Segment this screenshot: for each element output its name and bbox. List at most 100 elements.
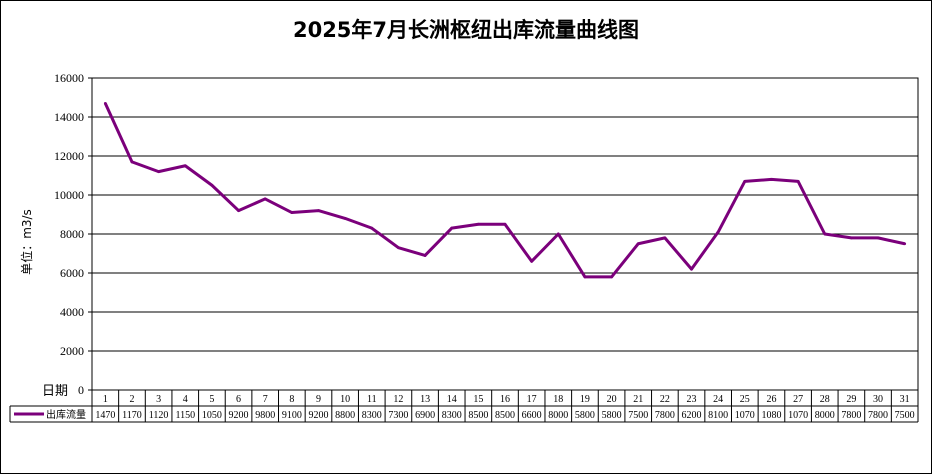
data-point <box>556 232 560 236</box>
data-point <box>796 179 800 183</box>
x-category-label: 29 <box>846 394 856 405</box>
table-value-cell: 1050 <box>202 410 222 421</box>
table-value-cell: 8000 <box>548 410 568 421</box>
data-point <box>636 242 640 246</box>
data-point <box>183 164 187 168</box>
table-value-cell: 9800 <box>255 410 275 421</box>
table-value-cell: 5800 <box>602 410 622 421</box>
y-tick-label: 12000 <box>54 149 84 163</box>
data-point <box>876 236 880 240</box>
data-point <box>397 246 400 250</box>
x-category-label: 8 <box>289 394 294 405</box>
table-value-cell: 7800 <box>868 410 888 421</box>
gridlines <box>88 77 919 391</box>
y-tick-label: 16000 <box>54 71 84 85</box>
table-value-cell: 7800 <box>655 410 675 421</box>
data-point <box>157 170 161 174</box>
table-value-cell: 9200 <box>308 410 328 421</box>
data-point <box>317 209 320 213</box>
table-value-cell: 9200 <box>229 410 249 421</box>
data-point <box>770 178 773 181</box>
data-point <box>450 226 454 230</box>
x-category-label: 13 <box>420 394 430 405</box>
data-point <box>849 236 853 240</box>
table-value-cell: 9100 <box>282 410 302 421</box>
table-value-cell: 1170 <box>122 410 142 421</box>
x-category-label: 21 <box>633 394 643 405</box>
data-point <box>530 259 534 263</box>
plot-border <box>91 77 919 391</box>
x-category-label: 25 <box>740 394 750 405</box>
y-tick-label: 14000 <box>54 110 84 124</box>
table-value-cell: 8100 <box>708 410 728 421</box>
y-tick-label: 0 <box>78 383 84 397</box>
x-category-label: 24 <box>713 394 723 405</box>
table-value-cell: 6200 <box>682 410 702 421</box>
data-point <box>290 211 294 214</box>
table-value-cell: 1150 <box>175 410 195 421</box>
data-point <box>716 230 720 234</box>
table-value-cell: 1070 <box>788 410 808 421</box>
table-value-cell: 8300 <box>362 410 382 421</box>
table-value-cell: 8000 <box>815 410 835 421</box>
table-value-cell: 1120 <box>149 410 169 421</box>
x-category-label: 16 <box>500 394 510 405</box>
table-value-cell: 5800 <box>575 410 595 421</box>
data-point <box>663 236 667 240</box>
data-point <box>103 101 107 105</box>
data-point <box>237 209 240 213</box>
chart-title: 2025年7月长洲枢纽出库流量曲线图 <box>292 18 640 42</box>
table-value-cell: 6900 <box>415 410 435 421</box>
data-point <box>503 222 507 226</box>
table-header-label: 日期 <box>42 384 68 399</box>
table-value-cell: 8500 <box>468 410 488 421</box>
y-tick-label: 2000 <box>60 344 84 358</box>
data-table: 日期 01 2 3 4 5 6 7 8 9 10 11 12 13 14 15 16 17 18 19 20 21 22 23… <box>9 383 919 423</box>
table-value-cell: 8300 <box>442 410 462 421</box>
y-tick-label: 4000 <box>60 305 84 319</box>
y-tick-labels: 2000 4000 6000 8000 10000 12000 14000 16000 <box>54 71 84 358</box>
data-point <box>610 275 613 279</box>
x-category-label: 22 <box>660 394 670 405</box>
table-value-cell: 7800 <box>841 410 861 421</box>
x-category-label: 19 <box>580 394 590 405</box>
x-category-label: 11 <box>367 394 377 405</box>
table-value-cell: 7500 <box>895 410 915 421</box>
legend-label: 出库流量 <box>46 408 86 421</box>
data-point <box>370 226 374 230</box>
x-category-label: 17 <box>527 394 537 405</box>
x-category-label: 4 <box>183 394 188 405</box>
x-category-label: 31 <box>900 394 910 405</box>
y-tick-label: 6000 <box>60 266 84 280</box>
table-value-cell: 8800 <box>335 410 355 421</box>
x-category-label: 28 <box>820 394 830 405</box>
table-value-cell: 8500 <box>495 410 515 421</box>
x-category-label: 6 <box>236 394 241 405</box>
table-value-cell: 1080 <box>761 410 781 421</box>
series-layer <box>103 101 907 279</box>
data-point <box>823 232 827 236</box>
series-line <box>103 102 906 279</box>
data-point <box>476 222 480 226</box>
x-category-label: 12 <box>393 394 403 405</box>
table-value-cell: 7500 <box>628 410 648 421</box>
table-value-cell: 1070 <box>735 410 755 421</box>
x-category-label: 18 <box>553 394 563 405</box>
data-point <box>743 179 747 183</box>
data-point <box>343 217 347 220</box>
data-point <box>423 254 427 257</box>
x-category-label: 5 <box>209 394 214 405</box>
x-category-label: 1 <box>103 394 108 405</box>
data-point <box>130 160 134 164</box>
x-category-label: 26 <box>766 394 776 405</box>
x-category-label: 23 <box>687 394 697 405</box>
data-point <box>210 183 214 187</box>
x-category-label: 14 <box>447 394 457 405</box>
x-category-label: 30 <box>873 394 883 405</box>
x-category-label: 2 <box>129 394 134 405</box>
x-category-label: 10 <box>340 394 350 405</box>
x-category-label: 3 <box>156 394 161 405</box>
data-point <box>583 275 587 279</box>
x-category-label: 9 <box>316 394 321 405</box>
